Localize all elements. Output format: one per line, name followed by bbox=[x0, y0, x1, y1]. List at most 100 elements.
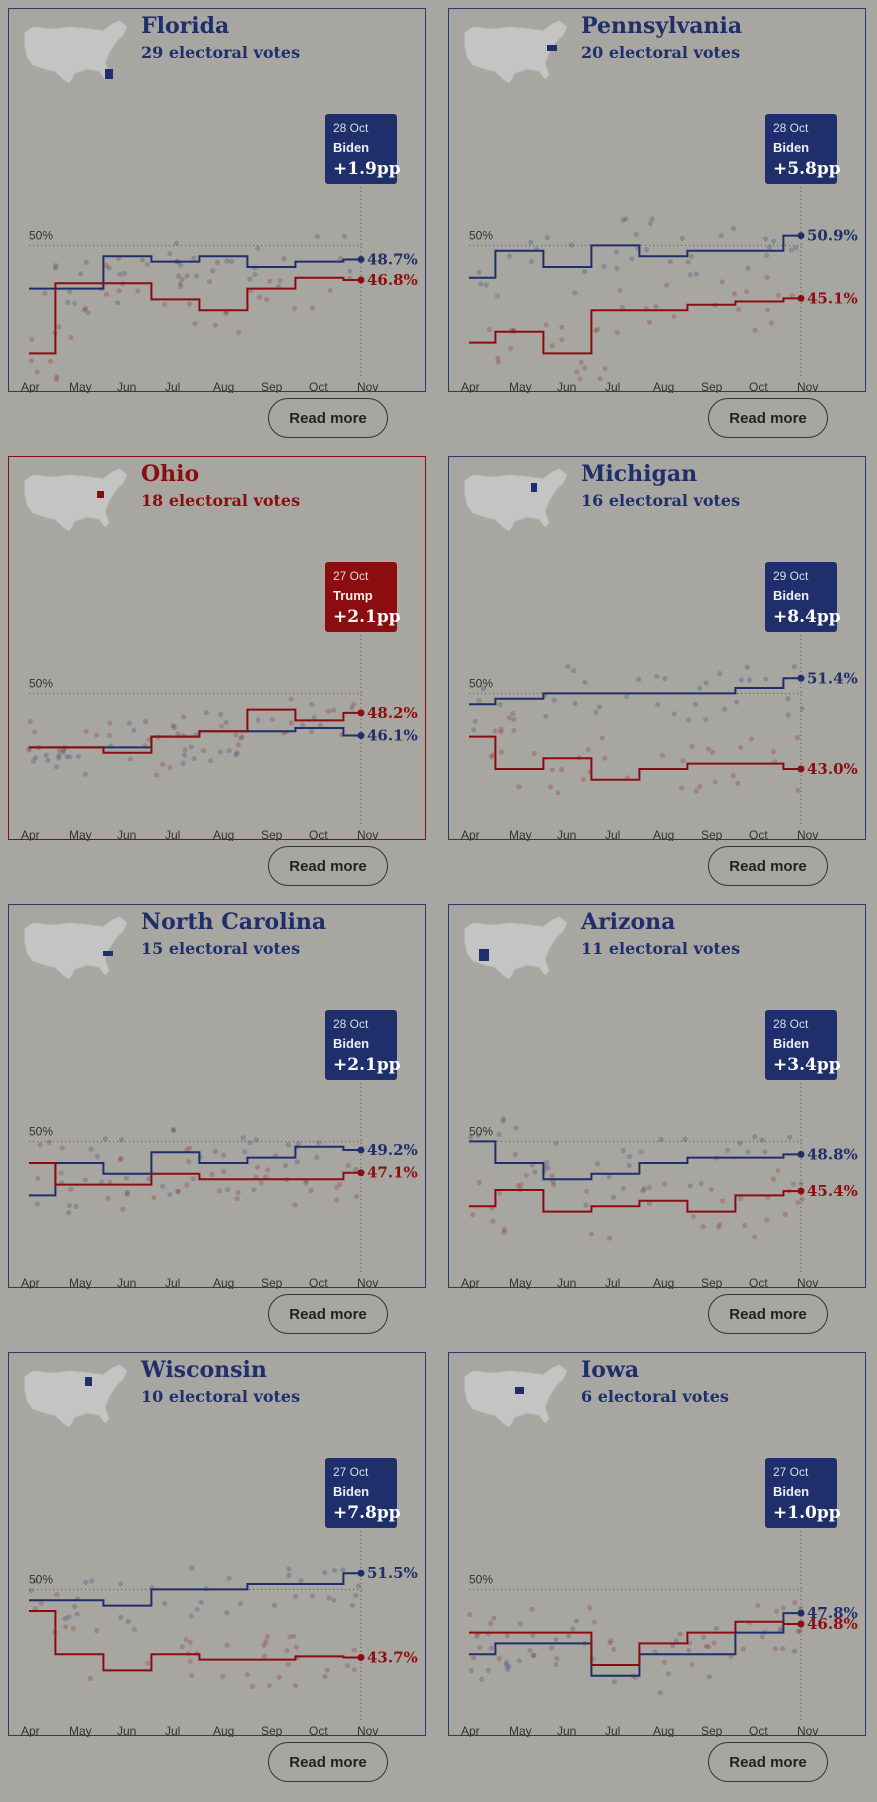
read-more-button[interactable]: Read more bbox=[268, 398, 388, 438]
poll-dot bbox=[766, 244, 773, 250]
poll-dot bbox=[476, 269, 482, 275]
poll-dot bbox=[611, 1679, 617, 1685]
us-map-icon bbox=[24, 20, 128, 84]
poll-dot bbox=[249, 1683, 256, 1690]
poll-dot bbox=[673, 1638, 679, 1644]
read-more-button[interactable]: Read more bbox=[268, 1742, 388, 1782]
poll-dot bbox=[220, 1152, 227, 1158]
biden-endpoint bbox=[357, 255, 365, 263]
poll-dot bbox=[791, 1648, 798, 1654]
biden-line bbox=[29, 1572, 361, 1607]
poll-dot bbox=[497, 701, 503, 708]
poll-dot bbox=[785, 712, 791, 718]
poll-dot bbox=[478, 281, 484, 287]
poll-dot bbox=[74, 1611, 80, 1617]
month-tick-label: Nov bbox=[797, 828, 818, 841]
poll-dot bbox=[798, 1605, 804, 1612]
poll-dot bbox=[29, 336, 35, 343]
poll-dot bbox=[773, 1608, 780, 1614]
read-more-button[interactable]: Read more bbox=[708, 1742, 828, 1782]
poll-dot bbox=[184, 1182, 190, 1188]
poll-dot bbox=[198, 1599, 204, 1605]
poll-dot bbox=[135, 288, 141, 294]
poll-dot bbox=[118, 1155, 124, 1161]
poll-dot bbox=[81, 307, 87, 313]
fifty-percent-label: 50% bbox=[469, 1572, 493, 1586]
poll-dot bbox=[638, 1149, 645, 1155]
leader-box-candidate: Biden bbox=[773, 588, 809, 603]
leader-box-candidate: Biden bbox=[773, 140, 809, 155]
poll-dot bbox=[614, 329, 620, 336]
poll-dot bbox=[659, 752, 665, 759]
poll-dot bbox=[745, 265, 751, 271]
poll-dot bbox=[340, 1567, 346, 1573]
poll-dot bbox=[551, 1182, 557, 1188]
poll-dot bbox=[689, 743, 695, 749]
state-card-ohio: Ohio 18 electoral votes 50% 46.1% 48.2% Apr Ma… bbox=[8, 456, 426, 841]
poll-dot bbox=[192, 320, 198, 327]
poll-dot bbox=[236, 329, 242, 336]
poll-dot bbox=[125, 1618, 131, 1625]
poll-dot bbox=[167, 765, 173, 771]
read-more-button[interactable]: Read more bbox=[708, 846, 828, 886]
read-more-button[interactable]: Read more bbox=[708, 398, 828, 438]
poll-dot bbox=[65, 1210, 72, 1216]
read-more-button[interactable]: Read more bbox=[268, 1294, 388, 1334]
poll-dot bbox=[62, 1624, 69, 1630]
poll-dot bbox=[543, 322, 549, 328]
poll-dot bbox=[186, 1145, 193, 1151]
read-more-button[interactable]: Read more bbox=[708, 1294, 828, 1334]
poll-dot bbox=[725, 1147, 731, 1153]
poll-dot bbox=[286, 1572, 292, 1578]
month-tick-label: Sep bbox=[261, 380, 283, 393]
biden-endpoint bbox=[357, 1569, 365, 1577]
poll-dot bbox=[116, 255, 122, 262]
poll-dot bbox=[653, 303, 659, 310]
poll-dot bbox=[785, 696, 791, 702]
trump-value-label: 45.4% bbox=[807, 1182, 858, 1200]
poll-dot bbox=[763, 676, 769, 682]
trump-endpoint bbox=[357, 276, 365, 284]
poll-dot bbox=[309, 305, 315, 311]
poll-dot bbox=[182, 747, 188, 753]
poll-dot bbox=[218, 723, 225, 729]
poll-dot bbox=[602, 755, 608, 761]
leader-box-date: 27 Oct bbox=[773, 1465, 809, 1479]
poll-dot bbox=[671, 711, 677, 717]
poll-dot bbox=[554, 1655, 560, 1662]
poll-dot bbox=[752, 1133, 758, 1140]
poll-dot bbox=[649, 216, 655, 222]
poll-chart: 50% 48.8% 45.4% Apr May Jun Jul Aug Sep Oct Nov 28 … bbox=[461, 1010, 858, 1289]
poll-dot bbox=[68, 1186, 74, 1192]
poll-dot bbox=[223, 719, 229, 726]
poll-dot bbox=[608, 1638, 614, 1644]
poll-dot bbox=[582, 679, 588, 685]
poll-dot bbox=[585, 747, 591, 753]
poll-dot bbox=[588, 1231, 595, 1237]
poll-dot bbox=[480, 686, 487, 692]
poll-dot bbox=[744, 664, 751, 670]
poll-dot bbox=[292, 1683, 299, 1689]
poll-dot bbox=[580, 776, 586, 783]
month-tick-label: Aug bbox=[213, 1724, 234, 1737]
poll-dot bbox=[780, 1646, 786, 1652]
poll-dot bbox=[647, 220, 654, 227]
trump-endpoint bbox=[797, 765, 805, 773]
poll-dot bbox=[121, 270, 128, 277]
poll-dot bbox=[730, 772, 736, 779]
poll-dot bbox=[180, 760, 186, 767]
poll-dot bbox=[356, 1583, 362, 1589]
read-more-button[interactable]: Read more bbox=[268, 846, 388, 886]
month-tick-label: Nov bbox=[797, 1276, 818, 1289]
biden-value-label: 51.5% bbox=[367, 1564, 418, 1582]
poll-dot bbox=[200, 748, 207, 754]
poll-dot bbox=[643, 247, 650, 253]
poll-dot bbox=[468, 1134, 474, 1140]
month-tick-label: Jul bbox=[605, 1276, 620, 1289]
poll-dot bbox=[636, 676, 642, 683]
leader-box-candidate: Biden bbox=[333, 1036, 369, 1051]
poll-dot bbox=[529, 258, 535, 264]
poll-dot bbox=[87, 1675, 94, 1681]
poll-dot bbox=[281, 256, 287, 262]
poll-chart: 50% 51.4% 43.0% Apr May Jun Jul Aug Sep Oct Nov 29 … bbox=[461, 562, 858, 841]
